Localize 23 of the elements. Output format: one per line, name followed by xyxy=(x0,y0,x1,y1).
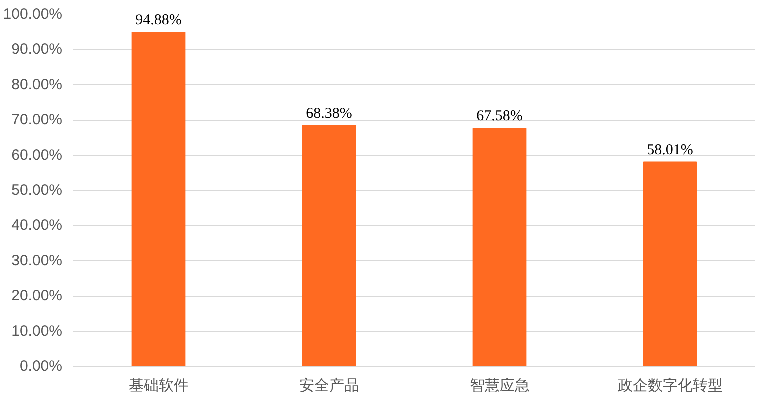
y-tick-label: 0.00% xyxy=(20,358,63,375)
bar xyxy=(302,125,356,366)
y-tick-label: 90.00% xyxy=(12,41,62,58)
y-tick-label: 100.00% xyxy=(3,6,62,23)
y-tick-label: 60.00% xyxy=(12,146,62,164)
x-tick-label: 基础软件 xyxy=(128,378,189,394)
bar xyxy=(643,162,698,366)
x-tick-label: 政企数字化转型 xyxy=(618,378,723,394)
y-tick-label: 40.00% xyxy=(12,217,62,234)
x-tick-label: 安全产品 xyxy=(299,378,360,394)
data-label: 94.88% xyxy=(136,12,182,29)
y-tick-label: 10.00% xyxy=(12,322,62,340)
y-tick-label: 30.00% xyxy=(12,252,62,270)
y-tick-label: 70.00% xyxy=(12,112,62,129)
y-tick-label: 50.00% xyxy=(12,182,62,199)
y-tick-label: 20.00% xyxy=(12,288,62,305)
data-label: 58.01% xyxy=(647,142,694,158)
bar xyxy=(472,128,527,366)
data-label: 67.58% xyxy=(476,108,523,125)
x-tick-label: 智慧应急 xyxy=(470,378,530,394)
bar xyxy=(132,32,186,366)
y-tick-label: 80.00% xyxy=(12,76,62,94)
data-label: 68.38% xyxy=(306,106,352,122)
